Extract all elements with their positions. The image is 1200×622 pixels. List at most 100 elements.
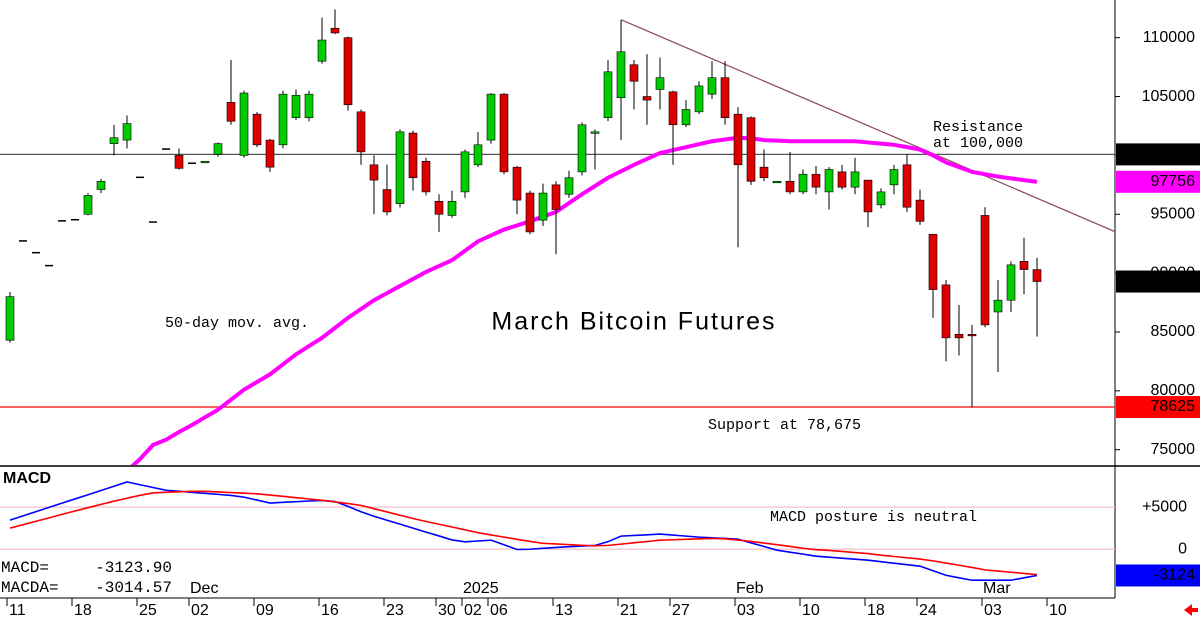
last-close-box xyxy=(1116,270,1200,293)
candle-body xyxy=(811,173,821,188)
candle-body xyxy=(188,162,196,164)
candle-body xyxy=(681,109,691,126)
candle-body xyxy=(200,160,210,164)
candle-body xyxy=(109,137,119,144)
candle-body xyxy=(213,143,223,155)
candle-body xyxy=(5,296,15,341)
y-tick-label: 105000 xyxy=(1142,88,1195,105)
candle-body xyxy=(785,180,795,193)
x-tick-label: 02 xyxy=(191,602,209,619)
candle-body xyxy=(980,215,990,326)
candle-body xyxy=(226,102,236,122)
x-tick-label: 03 xyxy=(984,602,1002,619)
candle-body xyxy=(616,51,626,99)
candle-body xyxy=(525,192,535,233)
scroll-arrow[interactable] xyxy=(1184,604,1198,616)
level-label: at 100,000 xyxy=(933,135,1023,152)
x-tick-label: 10 xyxy=(802,602,820,619)
moving-average-box xyxy=(1116,170,1200,193)
candle-body xyxy=(655,77,665,90)
candle-body xyxy=(993,299,1003,313)
candle-body xyxy=(642,96,652,101)
candle-body xyxy=(421,160,431,193)
candle-body xyxy=(824,169,834,193)
candle-body xyxy=(551,184,561,210)
candle-body xyxy=(304,93,314,119)
x-tick-label: 30 xyxy=(438,602,456,619)
x-tick-label: 02 xyxy=(464,602,482,619)
moving-average-box-label: 97756 xyxy=(1151,173,1196,190)
candle-body xyxy=(317,39,327,62)
y-tick-label: 75000 xyxy=(1151,441,1196,458)
candle-body xyxy=(174,155,184,169)
candle-body xyxy=(434,201,444,215)
y-tick-label: 80000 xyxy=(1151,382,1196,399)
candle-body xyxy=(915,199,925,222)
candle-body xyxy=(863,179,873,213)
candle-body xyxy=(577,124,587,173)
level-box-label: 100085 xyxy=(1142,146,1195,163)
level-box xyxy=(1116,396,1200,419)
x-group-label: Mar xyxy=(983,580,1011,597)
candle-body xyxy=(356,111,366,153)
x-tick-label: 16 xyxy=(321,602,339,619)
y-tick-label: 110000 xyxy=(1143,29,1195,46)
macd-box-label: -3124 xyxy=(1154,567,1195,584)
macd-panel xyxy=(0,481,1115,582)
x-tick-label: 10 xyxy=(1049,602,1067,619)
candle-body xyxy=(45,264,53,267)
candle-body xyxy=(473,144,483,166)
candle-body xyxy=(291,95,301,119)
candle-body xyxy=(122,123,132,141)
candle-body xyxy=(83,195,93,215)
candle-body xyxy=(954,334,964,339)
candle-body xyxy=(629,64,639,82)
x-tick-label: 11 xyxy=(9,602,26,619)
candle-body xyxy=(1019,261,1029,270)
candle-body xyxy=(512,166,522,201)
candle-body xyxy=(902,164,912,208)
x-tick-label: 27 xyxy=(672,602,690,619)
candle-body xyxy=(850,171,860,188)
level-box-label: 78625 xyxy=(1151,398,1196,415)
moving-average-label: 50-day mov. avg. xyxy=(165,315,309,332)
candle-body xyxy=(486,93,496,141)
x-tick-label: 24 xyxy=(919,602,937,619)
y-tick-label: 95000 xyxy=(1151,205,1196,222)
overlay: 7500080000850009000095000100000105000110… xyxy=(0,29,1200,619)
candle-body xyxy=(733,113,743,166)
candle-body xyxy=(278,93,288,146)
macd-line xyxy=(9,490,1038,576)
x-tick-label: 21 xyxy=(620,602,638,619)
candle-body xyxy=(149,221,157,223)
candle-body xyxy=(162,148,170,150)
candle-body xyxy=(499,93,509,173)
last-close-box-label: 89285 xyxy=(1151,273,1196,290)
price-panel xyxy=(0,9,1115,465)
candle-body xyxy=(928,233,938,290)
candle-body xyxy=(395,131,405,204)
macd-box xyxy=(1116,564,1200,587)
candle-body xyxy=(668,91,678,126)
candle-body xyxy=(71,218,79,221)
candle-body xyxy=(564,177,574,195)
macd-y-tick-label: +5000 xyxy=(1142,498,1187,515)
candle-body xyxy=(1006,264,1016,301)
moving-average-line xyxy=(130,135,1038,465)
macd-readout-name: MACD= xyxy=(1,559,49,577)
candle-body xyxy=(382,189,392,213)
candle-body xyxy=(941,284,951,339)
candle-body xyxy=(590,131,600,134)
candle-body xyxy=(136,176,144,179)
x-tick-label: 25 xyxy=(139,602,157,619)
x-tick-label: 18 xyxy=(74,602,92,619)
level-label: Resistance xyxy=(933,119,1023,136)
level-label: Support at 78,675 xyxy=(708,417,861,434)
candle-body xyxy=(460,151,470,193)
x-tick-label: 06 xyxy=(490,602,508,619)
macd-readout-value: -3123.90 xyxy=(95,559,172,577)
candle-body xyxy=(252,113,262,146)
candle-body xyxy=(694,85,704,113)
candle-body xyxy=(746,117,756,182)
